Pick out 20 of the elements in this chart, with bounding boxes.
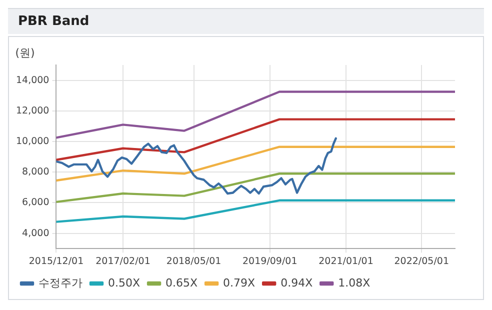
- x-tick-label: 2019/09/01: [242, 256, 298, 267]
- y-tick-label: 12,000: [16, 105, 50, 116]
- y-tick-label: 4,000: [22, 228, 50, 239]
- y-tick-label: 14,000: [16, 74, 50, 86]
- legend-label: 0.79X: [223, 276, 256, 290]
- y-axis-title: (원): [15, 46, 35, 60]
- x-tick-label: 2017/02/01: [96, 256, 150, 267]
- legend-label: 수정주가: [38, 276, 82, 290]
- x-tick-label: 2021/01/01: [318, 256, 374, 267]
- legend-label: 1.08X: [338, 276, 371, 290]
- y-tick-label: 6,000: [22, 197, 50, 208]
- legend-label: 0.50X: [108, 276, 140, 290]
- legend-label: 0.65X: [166, 276, 198, 290]
- y-tick-label: 8,000: [22, 166, 50, 178]
- chart-title: PBR Band: [8, 8, 484, 34]
- legend-label: 0.94X: [280, 276, 314, 290]
- x-tick-label: 2018/05/01: [166, 256, 222, 267]
- x-tick-label: 2022/05/01: [394, 256, 450, 267]
- x-tick-label: 2015/12/01: [28, 256, 84, 267]
- y-tick-label: 10,000: [16, 136, 50, 147]
